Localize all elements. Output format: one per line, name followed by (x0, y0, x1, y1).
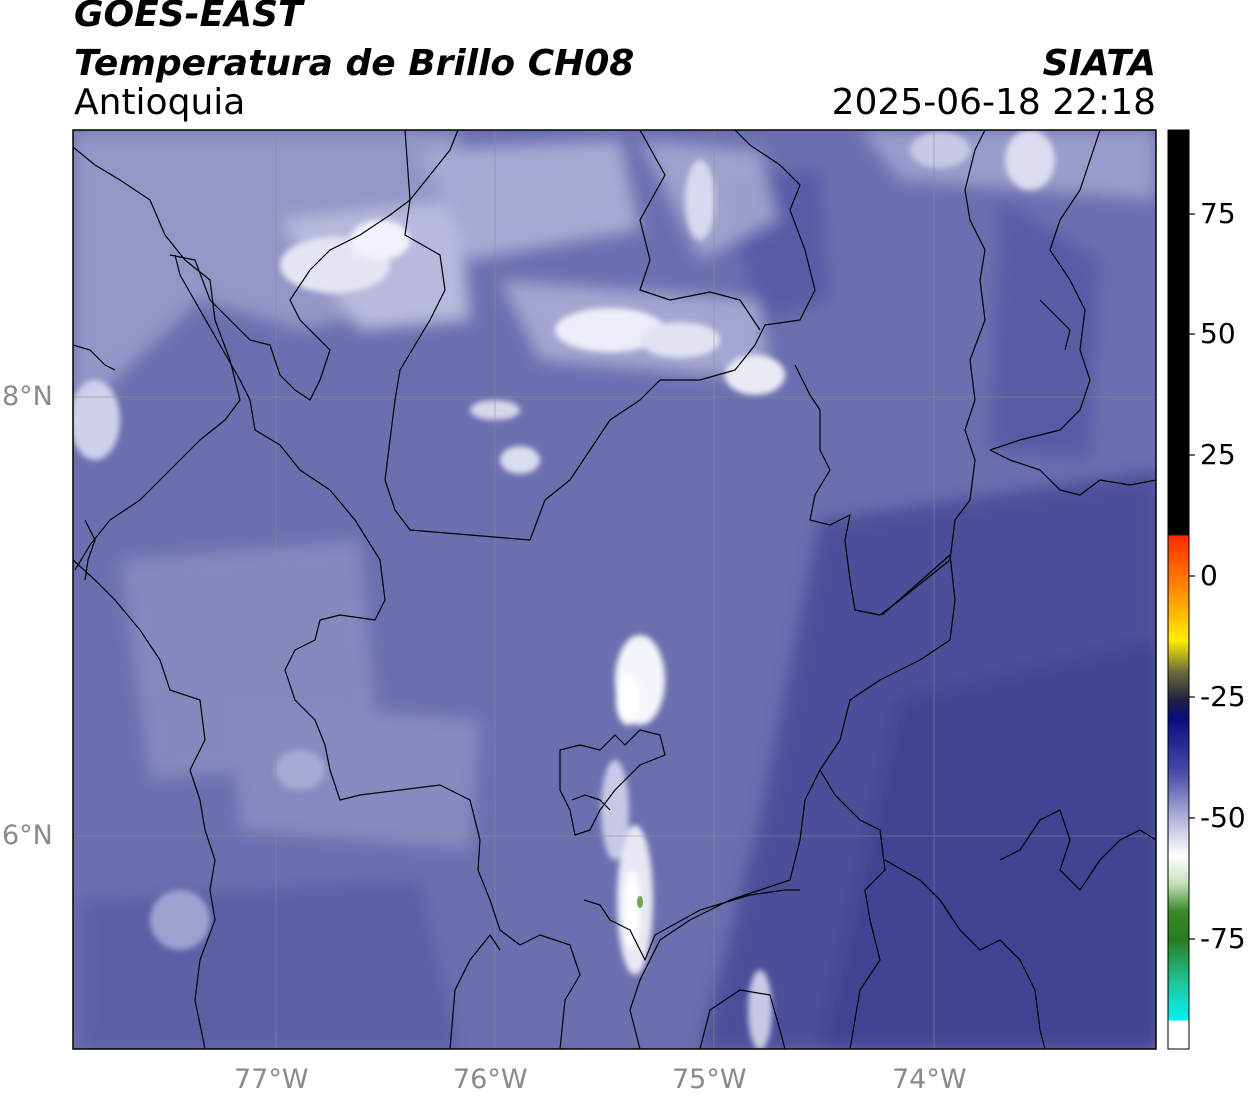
lat-tick-label: 8°N (2, 381, 53, 412)
lon-tick-label: 77°W (234, 1064, 309, 1095)
colorbar-label: 25 (1200, 438, 1236, 471)
region-label: Antioquia (74, 82, 246, 123)
colorbar-label: -75 (1200, 922, 1246, 955)
colorbar-label: 50 (1200, 317, 1236, 350)
lon-tick-label: 76°W (453, 1064, 528, 1095)
colorbar (1167, 129, 1190, 1050)
map-frame (72, 129, 1157, 1050)
lon-tick-label: 74°W (892, 1064, 967, 1095)
product-title: Temperatura de Brillo CH08 (74, 43, 635, 84)
lon-tick-label: 75°W (672, 1064, 747, 1095)
boundary-lines (73, 130, 1156, 1049)
gridlines (73, 130, 1156, 1049)
colorbar-label: 75 (1200, 197, 1236, 230)
satellite-title: GOES-EAST (74, 0, 303, 35)
timestamp-label: 2025-06-18 22:18 (831, 82, 1156, 123)
colorbar-ticks (1189, 213, 1195, 940)
colorbar-label: -25 (1200, 680, 1246, 713)
temperature-field (73, 130, 1156, 1049)
lat-tick-label: 6°N (2, 820, 53, 851)
colorbar-label: -50 (1200, 801, 1246, 834)
colorbar-label: 0 (1200, 559, 1218, 592)
source-label: SIATA (1042, 43, 1156, 84)
